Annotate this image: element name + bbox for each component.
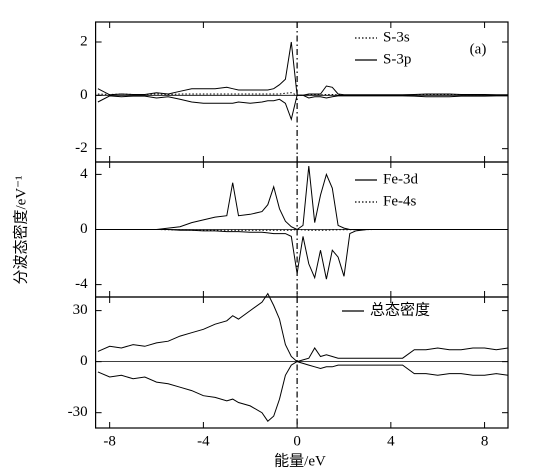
y-tick-label: 4 [80, 166, 88, 182]
x-tick-label: -4 [197, 433, 210, 449]
panel-frame [94, 21, 509, 163]
y-tick-label: -4 [75, 276, 88, 292]
dos-curve [97, 94, 508, 122]
dos-curve [97, 292, 509, 363]
y-tick-label: -2 [75, 140, 88, 156]
x-tick-label: 0 [293, 433, 301, 449]
legend-label: S-3s [383, 29, 410, 45]
panel-annotation: (a) [470, 41, 487, 57]
legend-label: 总态密度 [370, 301, 430, 318]
x-tick-label: 8 [481, 433, 489, 449]
y-tick-label: 2 [80, 33, 88, 49]
dos-curve [97, 41, 508, 96]
y-tick-label: 30 [73, 302, 88, 318]
dos-curve [97, 166, 508, 231]
legend-label: Fe-3d [383, 171, 418, 187]
y-tick-label: 0 [80, 87, 88, 103]
dos-curve [97, 229, 508, 280]
panel-frame [94, 296, 509, 429]
y-tick-label: 0 [80, 221, 88, 237]
dos-curve [97, 361, 509, 422]
legend-label: S-3p [383, 51, 411, 67]
x-axis-label: 能量/eV [274, 452, 326, 469]
y-axis-label: 分波态密度/eV⁻¹ [12, 175, 29, 284]
x-tick-label: 4 [387, 433, 395, 449]
legend-label: Fe-4s [383, 193, 416, 209]
y-tick-label: -30 [68, 404, 88, 420]
x-tick-label: -8 [103, 433, 116, 449]
y-tick-label: 0 [80, 353, 88, 369]
